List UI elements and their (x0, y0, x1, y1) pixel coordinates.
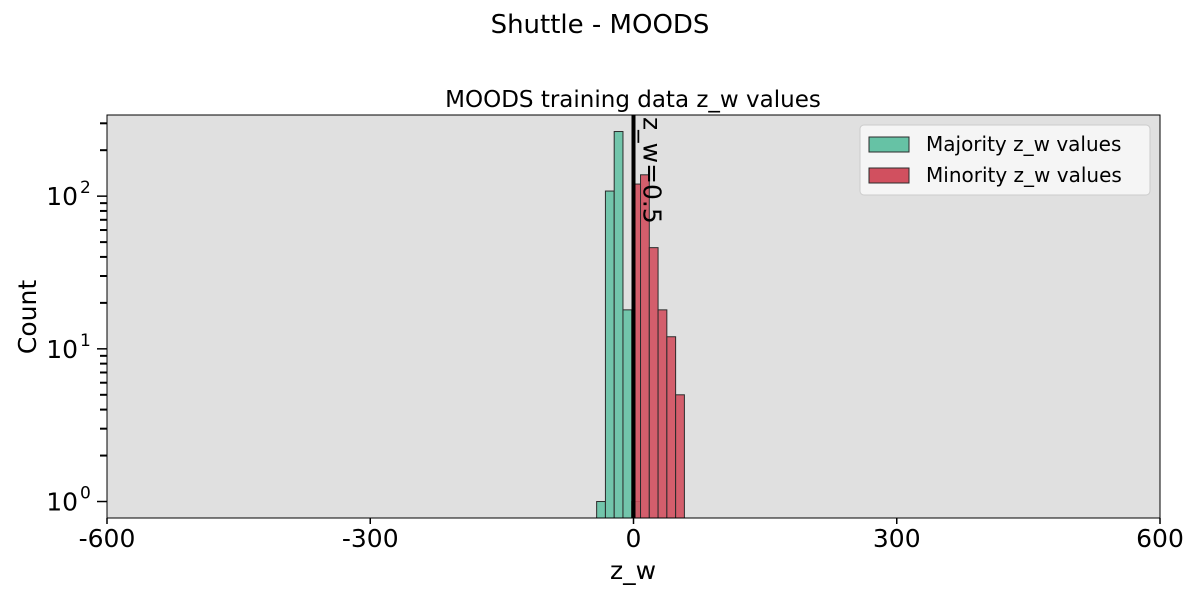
legend-swatch (868, 167, 910, 184)
x-tick-label: 300 (873, 524, 921, 553)
bar-majority-2 (613, 131, 624, 519)
x-axis-label: z_w (610, 556, 656, 585)
bar-minority-1 (640, 174, 650, 519)
y-tick-label-exponent: 2 (80, 178, 91, 198)
legend-swatch (868, 136, 910, 153)
legend: Majority z_w values Minority z_w values (859, 124, 1151, 196)
y-tick-label-exponent: 0 (80, 484, 91, 504)
y-tick-label: 10 1 (46, 331, 91, 364)
bar-minority-3 (657, 309, 668, 519)
chart-title: MOODS training data z_w values (445, 87, 821, 113)
bar-majority-1 (604, 190, 615, 519)
y-tick-label: 10 2 (46, 178, 91, 211)
legend-box (859, 124, 1151, 196)
x-axis: -600 -300 0 300 600 (79, 518, 1184, 553)
y-tick-label-base: 10 (46, 335, 78, 364)
y-tick-label-base: 10 (46, 182, 78, 211)
y-tick-label-base: 10 (46, 488, 78, 517)
y-tick-label: 10 0 (46, 484, 91, 517)
threshold-line-label: z_w=0.5 (638, 117, 667, 224)
x-tick-label: 0 (626, 524, 642, 553)
chart-suptitle: Shuttle - MOODS (491, 10, 710, 40)
bar-majority-0 (596, 501, 606, 519)
x-tick-label: 600 (1136, 524, 1184, 553)
threshold-line-group: z_w=0.5 (631, 115, 667, 518)
x-tick-label: -300 (342, 524, 399, 553)
bar-majority-3 (622, 309, 633, 519)
y-axis-label: Count (13, 280, 42, 354)
bar-minority-2 (648, 247, 659, 519)
bar-minority-5 (675, 394, 685, 519)
x-tick-label: -600 (79, 524, 136, 553)
histogram-bars (596, 131, 685, 519)
legend-label: Minority z_w values (926, 163, 1122, 187)
legend-label: Majority z_w values (926, 132, 1121, 156)
y-tick-label-exponent: 1 (80, 331, 91, 351)
bar-minority-4 (666, 336, 677, 519)
